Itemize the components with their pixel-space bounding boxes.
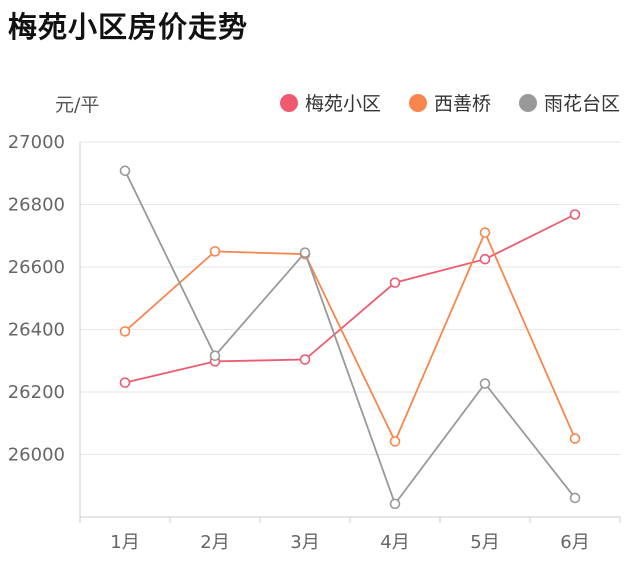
- series-1: [119, 227, 581, 447]
- data-point[interactable]: [299, 354, 311, 365]
- legend-marker: [519, 94, 537, 112]
- chart-title: 梅苑小区房价走势: [8, 10, 249, 44]
- data-point[interactable]: [209, 350, 221, 362]
- legend-item[interactable]: 西善桥: [409, 93, 491, 115]
- data-point[interactable]: [119, 326, 131, 337]
- series-line: [124, 230, 576, 444]
- y-tick-label: 26000: [8, 445, 65, 466]
- x-tick-label: 2月: [200, 532, 229, 553]
- series-0: [119, 209, 581, 388]
- data-point[interactable]: [479, 253, 491, 265]
- x-tick-label: 5月: [470, 532, 499, 553]
- data-point[interactable]: [209, 246, 221, 257]
- data-point[interactable]: [479, 227, 491, 238]
- data-point[interactable]: [389, 436, 401, 447]
- x-tick-label: 1月: [110, 532, 139, 553]
- axes: 27000 26800 26600 26400 26200 26000 1月 2月 3月 4月 5月…: [8, 132, 621, 553]
- data-point[interactable]: [569, 433, 581, 444]
- grid: [80, 141, 620, 455]
- y-unit-label: 元/平: [55, 94, 99, 116]
- legend-marker: [409, 94, 427, 112]
- data-point[interactable]: [389, 277, 401, 288]
- legend-item[interactable]: 梅苑小区: [280, 93, 381, 115]
- legend-label: 西善桥: [434, 93, 491, 115]
- x-tick-label: 3月: [290, 532, 319, 553]
- data-point[interactable]: [479, 378, 491, 389]
- legend-item[interactable]: 雨花台区: [519, 93, 620, 115]
- legend: 梅苑小区 西善桥 雨花台区: [280, 93, 620, 115]
- y-tick-label: 26800: [8, 195, 65, 216]
- y-tick-label: 26200: [8, 382, 65, 403]
- y-tick-label: 26400: [8, 320, 65, 341]
- legend-marker: [280, 94, 298, 112]
- data-point[interactable]: [569, 492, 581, 504]
- legend-label: 雨花台区: [544, 93, 620, 115]
- legend-label: 梅苑小区: [305, 93, 381, 115]
- series-2: [119, 165, 581, 510]
- series-line: [124, 213, 576, 384]
- data-point[interactable]: [569, 209, 581, 220]
- data-point[interactable]: [119, 377, 131, 388]
- y-tick-label: 26600: [8, 257, 65, 278]
- x-tick-label: 6月: [560, 532, 589, 553]
- data-point[interactable]: [389, 498, 401, 510]
- series-layer: [119, 165, 581, 510]
- data-point[interactable]: [119, 165, 131, 177]
- data-point[interactable]: [299, 247, 311, 258]
- y-tick-label: 27000: [8, 132, 65, 153]
- x-tick-label: 4月: [380, 532, 409, 553]
- series-line: [124, 170, 576, 506]
